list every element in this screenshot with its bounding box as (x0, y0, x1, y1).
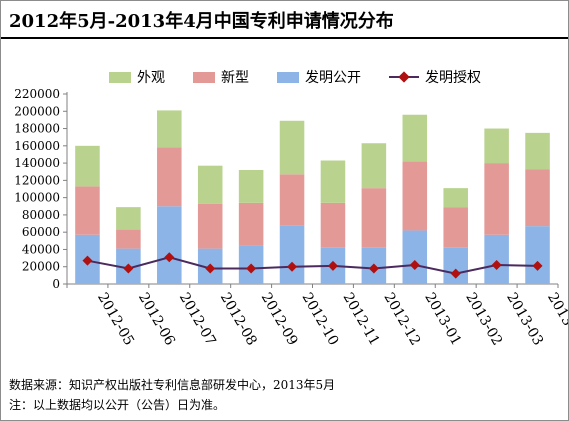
grant-point (532, 260, 543, 271)
grant-point (164, 252, 175, 263)
bar-utility (197, 203, 223, 249)
bar-design (361, 143, 387, 189)
y-tick-label: 200000 (14, 104, 60, 118)
x-tick-label: 2012-08 (217, 290, 260, 348)
bar-utility (320, 202, 346, 248)
y-tick-label: 40000 (22, 242, 60, 256)
x-tick-label: 2013-03 (503, 290, 546, 348)
bar-utility (361, 188, 387, 248)
x-tick-label: 2013-04 (544, 290, 568, 348)
chart-plot: 0 20000 40000 60000 80000 100000 120000 140000 1… (14, 87, 568, 348)
bar-design (197, 165, 223, 204)
remark-note: 注：以上数据均以公开（公告）日为准。 (9, 398, 226, 412)
y-tick-label: 120000 (14, 173, 60, 187)
bar-utility (75, 186, 100, 235)
legend-label-invention-grant: 发明授权 (425, 70, 481, 86)
bar-invention-pub (157, 206, 182, 284)
bar-invention-pub (484, 234, 509, 284)
x-tick-label: 2012-10 (299, 290, 342, 348)
bar-design (238, 170, 264, 203)
y-tick-label: 80000 (22, 208, 60, 222)
bar-utility (402, 161, 428, 231)
x-tick-label: 2012-09 (258, 290, 301, 348)
x-tick-label: 2013-02 (462, 290, 505, 348)
grant-point (491, 260, 502, 270)
grant-point (246, 263, 257, 274)
bar-design (279, 120, 305, 175)
chart-title: 2012年5月-2013年4月中国专利申请情况分布 (9, 11, 394, 32)
y-tick-label: 60000 (22, 225, 60, 239)
legend-swatch-utility (193, 71, 215, 83)
bar-design (484, 128, 509, 164)
legend-swatch-invention-pub (277, 71, 299, 83)
x-tick-label: 2013-01 (421, 290, 464, 348)
legend-swatch-design (109, 71, 131, 83)
grant-point (82, 255, 93, 266)
legend-swatch-invention-grant (389, 70, 419, 84)
bar-design (320, 160, 346, 203)
bar-design (443, 188, 468, 208)
bar-design (157, 110, 182, 148)
bar-utility (484, 163, 509, 235)
bar-invention-pub (279, 225, 305, 284)
y-tick-label: 20000 (22, 260, 60, 274)
grant-point (123, 263, 134, 274)
bar-design (402, 114, 428, 162)
x-tick-label: 2012-11 (339, 290, 382, 348)
grant-point (368, 263, 379, 274)
y-tick-label: 0 (52, 277, 60, 291)
chart-legend: 外观 新型 发明公开 发明授权 (109, 67, 509, 87)
legend-item-invention-grant: 发明授权 (389, 67, 481, 87)
bar-design (116, 207, 141, 230)
chart-notes: 数据来源：知识产权出版社专利信息部研发中心，2013年5月 注：以上数据均以公开… (9, 375, 335, 415)
y-tick-label: 100000 (14, 191, 60, 205)
x-tick-label: 2012-06 (135, 290, 178, 348)
bar-utility (238, 202, 264, 246)
grant-series-line (87, 256, 538, 275)
legend-label-design: 外观 (137, 70, 165, 86)
bar-utility (157, 147, 182, 207)
grant-point (450, 268, 461, 279)
y-tick-label: 220000 (14, 87, 60, 101)
grant-point (287, 261, 298, 272)
legend-item-utility: 新型 (193, 67, 249, 87)
x-tick-label: 2012-07 (176, 290, 219, 348)
legend-item-invention-pub: 发明公开 (277, 67, 361, 87)
bar-design (525, 132, 550, 170)
bar-utility (116, 229, 141, 249)
source-note: 数据来源：知识产权出版社专利信息部研发中心，2013年5月 (9, 378, 336, 392)
legend-label-utility: 新型 (221, 70, 249, 86)
y-tick-label: 180000 (14, 122, 60, 136)
x-tick-label: 2012-05 (94, 290, 137, 348)
x-tick-label: 2012-12 (380, 290, 423, 348)
bar-design (75, 145, 100, 187)
grant-point (205, 263, 216, 274)
y-tick-label: 160000 (14, 139, 60, 153)
bar-utility (279, 174, 305, 226)
grant-point (327, 260, 338, 271)
grant-point (409, 260, 420, 270)
y-tick-label: 140000 (14, 156, 60, 170)
bar-utility (443, 207, 468, 248)
bar-invention-pub (525, 226, 550, 284)
legend-label-invention-pub: 发明公开 (305, 70, 361, 86)
title-underline (1, 37, 568, 39)
bar-utility (525, 169, 550, 227)
bar-invention-pub (402, 230, 428, 284)
legend-item-design: 外观 (109, 67, 165, 87)
